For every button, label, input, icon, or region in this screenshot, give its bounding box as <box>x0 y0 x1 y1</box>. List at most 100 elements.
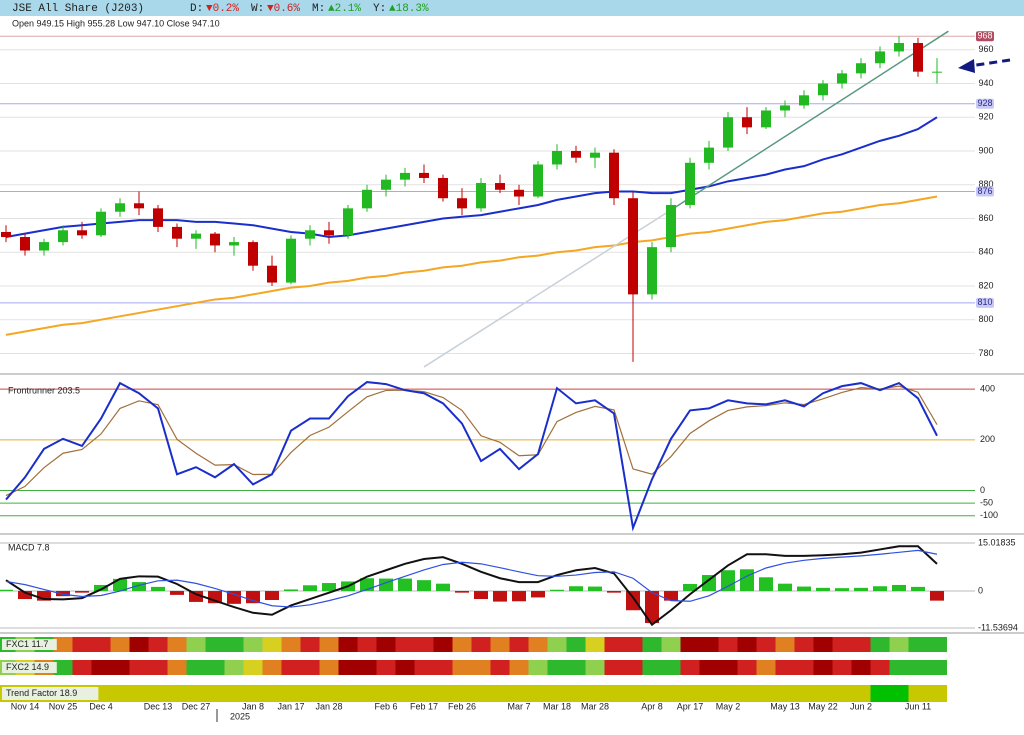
strip-cell <box>452 660 472 675</box>
strip-cell <box>832 637 852 652</box>
x-tick-label: Dec 13 <box>144 701 173 711</box>
strip-cell <box>851 685 871 702</box>
histogram-bar <box>18 591 32 600</box>
strip-cell <box>794 637 814 652</box>
moving-average <box>5 195 938 336</box>
histogram-bar <box>550 589 564 592</box>
y-tick-label: 400 <box>980 384 995 394</box>
oscillator-line <box>5 381 938 532</box>
x-tick-label: Feb 6 <box>374 701 397 711</box>
strip-label-box <box>2 662 57 673</box>
strip-cell <box>566 685 586 702</box>
y-tick-label: 920 <box>978 112 993 122</box>
strip-cell <box>775 660 795 675</box>
histogram-bar <box>265 591 279 600</box>
strip-cell <box>718 637 738 652</box>
x-tick-label: Nov 25 <box>49 701 78 711</box>
x-tick-label: Jun 2 <box>850 701 872 711</box>
candle-body <box>780 105 790 111</box>
level-label: 968 <box>977 31 992 41</box>
strip-cell <box>357 637 377 652</box>
x-tick-label: Dec 27 <box>182 701 211 711</box>
level-label: 810 <box>977 297 992 307</box>
strip-cell <box>737 660 757 675</box>
strip-cell <box>338 637 358 652</box>
strip-cell <box>433 660 453 675</box>
strip-cell <box>414 637 434 652</box>
strip-cell <box>319 660 339 675</box>
strip-cell <box>604 637 624 652</box>
candle-body <box>58 230 68 243</box>
candle-body <box>305 230 315 239</box>
x-tick-label: May 2 <box>716 701 741 711</box>
x-tick-label: Mar 18 <box>543 701 571 711</box>
histogram-bar <box>759 577 773 592</box>
histogram-bar <box>474 591 488 600</box>
strip-cell <box>680 637 700 652</box>
change-label: Y: <box>373 3 386 15</box>
strip-cell <box>623 637 643 652</box>
candle-body <box>438 177 448 199</box>
strip-cell <box>889 637 909 652</box>
strip-cell <box>262 660 282 675</box>
strip-cell <box>851 660 871 675</box>
strip-cell <box>300 637 320 652</box>
histogram-bar <box>816 587 830 592</box>
strip-label: Trend Factor 18.9 <box>6 688 77 698</box>
histogram-bar <box>227 591 241 604</box>
strip-cell <box>528 637 548 652</box>
histogram-bar <box>56 591 70 597</box>
histogram-bar <box>702 575 716 592</box>
strip-cell <box>129 660 149 675</box>
candle-body <box>210 233 220 246</box>
candle-body <box>476 183 486 209</box>
strip-cell <box>756 637 776 652</box>
strip-cell <box>167 637 187 652</box>
candle-body <box>419 172 429 178</box>
histogram-bar <box>626 591 640 611</box>
histogram-bar <box>75 591 89 593</box>
strip-cell <box>927 660 947 675</box>
strip-cell <box>72 637 92 652</box>
histogram-bar <box>835 588 849 592</box>
level-label: 928 <box>977 98 992 108</box>
x-tick-label: Mar 28 <box>581 701 609 711</box>
candle-body <box>20 237 30 251</box>
candle-body <box>571 150 581 158</box>
histogram-bar <box>151 586 165 592</box>
strip-cell <box>224 685 244 702</box>
y-tick-label: 820 <box>978 280 993 290</box>
strip-cell <box>319 685 339 702</box>
y-tick-label: -100 <box>980 510 998 520</box>
strip-cell <box>528 685 548 702</box>
strip-cell <box>699 660 719 675</box>
strip-cell <box>281 685 301 702</box>
y-tick-label: 880 <box>978 179 993 189</box>
candle-body <box>533 164 543 197</box>
candle-body <box>324 230 334 236</box>
candle-body <box>267 265 277 283</box>
strip-cell <box>338 685 358 702</box>
candle-body <box>932 71 942 73</box>
histogram-bar <box>588 586 602 592</box>
strip-cell <box>604 685 624 702</box>
strip-cell <box>832 685 852 702</box>
candle-body <box>856 63 866 74</box>
histogram-bar <box>417 580 431 592</box>
histogram-bar <box>645 591 659 624</box>
strip-cell <box>186 637 206 652</box>
candle-body <box>96 211 106 236</box>
histogram-bar <box>398 578 412 592</box>
histogram-bar <box>531 591 545 598</box>
strip-cell <box>129 685 149 702</box>
histogram-bar <box>170 591 184 595</box>
histogram-bar <box>569 586 583 592</box>
strip-cell <box>376 685 396 702</box>
strip-cell <box>395 660 415 675</box>
candle-body <box>913 42 923 72</box>
strip-cell <box>243 660 263 675</box>
x-tick-label: Feb 26 <box>448 701 476 711</box>
strip-cell <box>186 660 206 675</box>
candle-body <box>628 198 638 295</box>
histogram-bar <box>607 591 621 593</box>
